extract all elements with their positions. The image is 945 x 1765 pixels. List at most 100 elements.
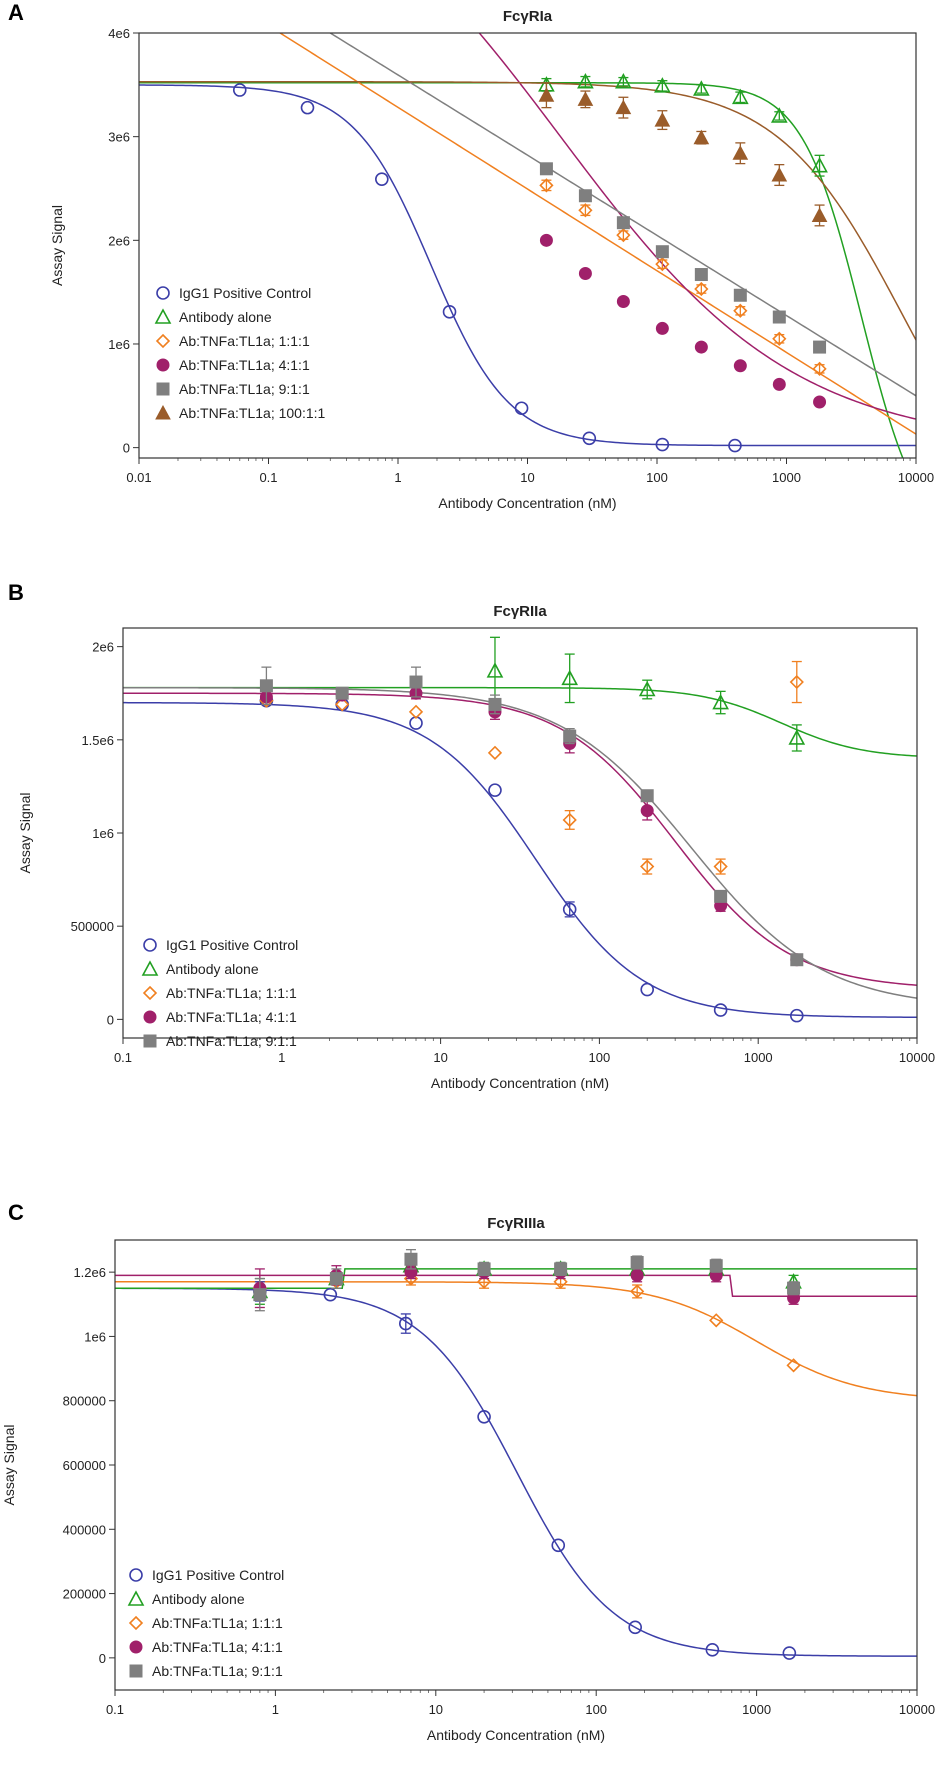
data-point [772, 310, 786, 324]
chart-fcgriiia: FcγRIIIa 0.1 1 10 100 1000 10000 0 200000 400000 6… [1, 1215, 935, 1743]
legend-label: Ab:TNFa:TL1a; 9:1:1 [152, 1663, 283, 1679]
data-point [578, 266, 592, 280]
data-point [628, 1620, 642, 1635]
legend-marker [127, 1590, 145, 1606]
fit-curve [278, 33, 916, 435]
data-point [615, 73, 632, 89]
data-point [713, 1003, 728, 1017]
data-point [398, 1316, 413, 1331]
fit-curve [115, 1268, 917, 1289]
data-point [654, 112, 671, 127]
x-tick-label: 100 [585, 1702, 607, 1717]
data-point [640, 804, 654, 818]
series-points [486, 636, 806, 752]
data-point [694, 340, 708, 354]
legend-label: Ab:TNFa:TL1a; 100:1:1 [179, 405, 326, 421]
fit-curves [139, 33, 916, 458]
data-point [375, 172, 389, 186]
fit-curve [123, 692, 917, 986]
x-axis-label: Antibody Concentration (nM) [431, 1075, 609, 1091]
series-points [259, 666, 804, 967]
data-point [404, 1252, 418, 1266]
data-point [813, 340, 827, 354]
data-point [554, 1262, 568, 1276]
fit-curve [328, 33, 916, 397]
data-point [563, 729, 577, 743]
data-point [694, 281, 709, 297]
x-tick-label: 100 [589, 1050, 611, 1065]
y-tick-label: 500000 [71, 919, 114, 934]
data-point [408, 704, 424, 719]
legend-marker [129, 1664, 143, 1678]
data-point [477, 1262, 491, 1276]
x-tick-label: 10000 [898, 470, 934, 485]
x-tick-label: 10 [433, 1050, 447, 1065]
legend-label: Ab:TNFa:TL1a; 9:1:1 [166, 1033, 297, 1049]
legend-label: IgG1 Positive Control [152, 1567, 284, 1583]
y-tick-label: 200000 [63, 1587, 106, 1602]
data-point [728, 438, 742, 453]
data-point [709, 1259, 723, 1273]
chart-title: FcγRIIIa [487, 1215, 545, 1232]
legend-marker [128, 1615, 144, 1631]
data-point [812, 361, 827, 376]
data-point [486, 662, 504, 678]
panel-letter: B [8, 580, 24, 605]
y-axis-label: Assay Signal [1, 1425, 17, 1506]
data-point [713, 859, 728, 874]
data-point [782, 1646, 797, 1660]
y-tick-label: 2e6 [92, 640, 114, 655]
data-point [335, 686, 349, 700]
y-tick-label: 1e6 [92, 826, 114, 841]
y-tick-label: 0 [99, 1651, 106, 1666]
data-point [789, 674, 804, 690]
series-points [253, 1281, 797, 1660]
fit-curves [115, 1268, 917, 1657]
data-point [616, 294, 630, 308]
y-tick-label: 1.5e6 [81, 733, 114, 748]
series-points [253, 1248, 801, 1312]
data-point [732, 145, 749, 160]
x-tick-label: 0.01 [126, 470, 151, 485]
x-tick-label: 10000 [899, 1050, 935, 1065]
data-point [538, 87, 555, 102]
panel-a: A FcγRIa 0.01 0.1 1 10 100 1000 10000 0 1e6 2e6 3e6… [0, 0, 945, 545]
y-tick-label: 3e6 [108, 130, 130, 145]
data-point [712, 693, 729, 710]
data-point [562, 902, 577, 917]
legend-marker [129, 1640, 143, 1654]
data-point [562, 812, 577, 828]
legend-marker [129, 1568, 143, 1582]
legend-label: Ab:TNFa:TL1a; 1:1:1 [179, 333, 310, 349]
y-axis-label: Assay Signal [49, 205, 65, 286]
y-axis-label: Assay Signal [17, 793, 33, 874]
plot-frame [114, 1239, 918, 1691]
legend: IgG1 Positive Control Antibody alone Ab:TN… [154, 285, 326, 421]
legend-label: Ab:TNFa:TL1a; 9:1:1 [179, 381, 310, 397]
x-tick-label: 1 [278, 1050, 285, 1065]
series-points [259, 686, 804, 967]
data-point [577, 73, 594, 89]
chart-title: FcγRIIa [493, 603, 547, 620]
data-point [705, 1643, 720, 1657]
data-point [714, 889, 728, 903]
data-point [539, 233, 553, 247]
fit-curve [139, 84, 916, 447]
x-tick-label: 1 [394, 470, 401, 485]
data-point [487, 745, 503, 760]
y-tick-label: 0 [123, 441, 130, 456]
panel-letter: C [8, 1200, 24, 1225]
chart-fcgria: FcγRIa 0.01 0.1 1 10 100 1000 10000 0 1e6 2e6 3e6 4e… [49, 8, 934, 511]
data-point [813, 395, 827, 409]
data-point [577, 91, 594, 106]
y-tick-label: 2e6 [108, 233, 130, 248]
y-tick-label: 1e6 [108, 337, 130, 352]
data-point [788, 729, 806, 745]
series-points [252, 1271, 801, 1373]
fit-curve [139, 80, 916, 341]
series-points [539, 233, 827, 409]
legend-marker [156, 382, 170, 396]
data-point [789, 1008, 804, 1023]
legend-label: Ab:TNFa:TL1a; 4:1:1 [152, 1639, 283, 1655]
fit-curve [478, 33, 916, 420]
